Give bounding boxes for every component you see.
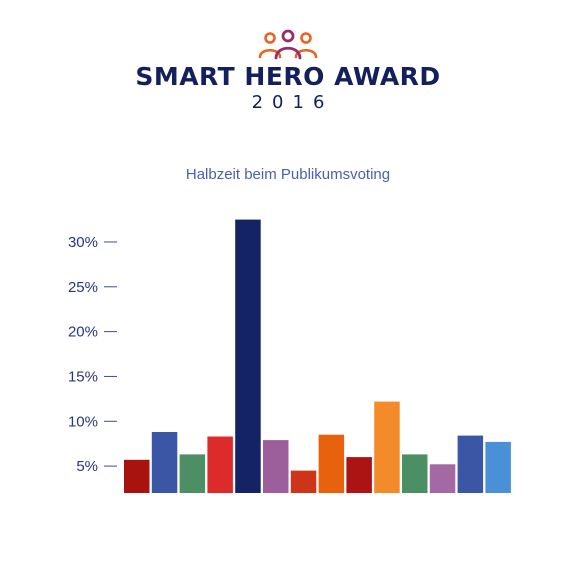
y-tick-label: 25% bbox=[68, 279, 98, 296]
y-axis: 5% 10% 15% 20% 25% 30% bbox=[68, 234, 117, 475]
y-tick-label: 5% bbox=[76, 458, 98, 475]
bar bbox=[485, 441, 511, 493]
bar bbox=[318, 434, 345, 493]
y-tick-label: 20% bbox=[68, 324, 98, 341]
bar bbox=[290, 470, 317, 493]
y-tick-label: 30% bbox=[68, 234, 98, 251]
chart-subtitle: Halbzeit beim Publikumsvoting bbox=[185, 166, 391, 183]
bar bbox=[235, 219, 261, 493]
bar-series bbox=[124, 219, 511, 493]
people-group-icon bbox=[258, 29, 318, 60]
bar bbox=[457, 435, 484, 493]
bar bbox=[402, 454, 428, 493]
y-tick-label: 15% bbox=[68, 368, 98, 385]
bar bbox=[346, 457, 372, 493]
bar bbox=[207, 436, 233, 493]
bar bbox=[124, 459, 150, 493]
bar bbox=[151, 432, 178, 493]
y-tick-label: 10% bbox=[68, 413, 98, 430]
bar bbox=[179, 454, 206, 493]
bar bbox=[374, 401, 400, 493]
award-title: SMART HERO AWARD bbox=[135, 62, 441, 91]
bar bbox=[429, 464, 456, 493]
award-year: 2016 bbox=[251, 92, 334, 113]
bar bbox=[263, 440, 289, 493]
